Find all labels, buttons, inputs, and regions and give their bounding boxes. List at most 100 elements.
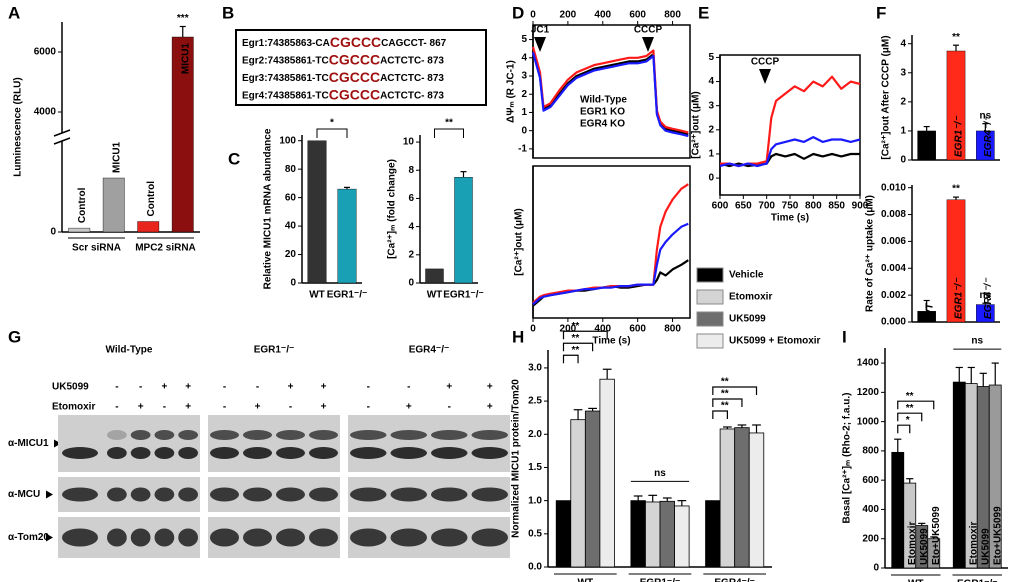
treatment-sign: + — [161, 382, 167, 393]
treatment-sign: - — [367, 382, 370, 393]
bracket — [562, 354, 579, 364]
blot-band — [431, 487, 468, 502]
plot-frame — [719, 54, 861, 196]
x-tick-label: 600 — [629, 324, 646, 335]
blot-band — [107, 528, 127, 547]
blot-background — [208, 415, 340, 472]
blot-band — [243, 447, 272, 459]
blot-band — [390, 528, 427, 547]
y-tick-label: 3 — [900, 67, 906, 78]
x-tick-label: 600 — [629, 10, 646, 21]
sequence-suffix: CAGCCT- 867 — [381, 38, 446, 49]
bar-label: Control — [146, 181, 157, 217]
x-tick-label: 800 — [805, 201, 822, 212]
y-tick-label: 2.5 — [528, 396, 542, 407]
bar-label: Control — [77, 187, 88, 223]
legend-swatch — [696, 289, 724, 305]
significance: ns — [654, 468, 666, 479]
blot-band — [309, 430, 338, 440]
bar — [645, 501, 661, 568]
blot-band — [243, 487, 272, 502]
bar-label: Vehicle — [895, 530, 906, 565]
y-tick-label: 0 — [708, 173, 714, 184]
panel-letter: D — [512, 3, 524, 22]
bar-label: Eto+UK5099 — [992, 506, 1003, 565]
significance: ** — [906, 391, 914, 402]
y-tick-label: 4 — [521, 52, 527, 63]
sequence-line: Egr1:74385863-CACGCCCCAGCCT- 867 — [242, 34, 447, 50]
treatment-sign: - — [223, 402, 226, 413]
x-tick-label: WT — [427, 290, 443, 301]
x-tick-label: 650 — [735, 201, 752, 212]
legend-label: EGR1 KO — [580, 107, 625, 118]
blot-band — [210, 528, 239, 547]
annotation: JC1 — [531, 25, 550, 36]
significance: * — [906, 415, 910, 426]
y-tick-label: 0 — [900, 155, 906, 166]
panel-letter: I — [842, 327, 847, 346]
y-tick-label: 0.006 — [881, 236, 906, 247]
blot-band — [154, 487, 175, 502]
treatment-sign: - — [367, 402, 370, 413]
group-label: EGR1⁻/⁻ — [957, 579, 998, 582]
x-tick-label: 200 — [560, 10, 577, 21]
y-tick-label: 0 — [290, 278, 296, 289]
bar — [68, 227, 91, 233]
bracket — [712, 386, 758, 395]
y-tick-label: 200 — [862, 533, 879, 544]
blot-band — [276, 447, 305, 459]
blot-band — [309, 487, 338, 502]
bracket — [712, 410, 728, 419]
blot-band — [210, 430, 239, 440]
bar — [599, 378, 615, 568]
axis-break-gap — [54, 133, 70, 141]
blot-band — [130, 447, 151, 459]
y-tick-label: 3 — [708, 100, 714, 111]
y-tick-label: -1 — [518, 144, 527, 155]
x-tick-label: 400 — [594, 324, 611, 335]
significance: ** — [721, 401, 729, 412]
blot-band — [350, 447, 387, 459]
y-tick-label: 3.0 — [528, 363, 542, 374]
blot-band — [350, 528, 387, 547]
y-axis-label: Luminescence (RLU) — [13, 77, 24, 176]
antibody-arrow — [46, 533, 53, 542]
blot-band — [154, 447, 175, 459]
data-line — [720, 75, 861, 168]
sequence-suffix: ACTCTC- 873 — [380, 73, 444, 84]
y-tick-label: 0.002 — [881, 290, 906, 301]
y-tick-label: 2 — [900, 97, 906, 108]
blot-band — [309, 447, 338, 459]
bar-label: EGR4⁻/⁻ — [983, 277, 994, 319]
significance: ** — [721, 377, 729, 388]
bracket — [562, 342, 594, 352]
sequence-box — [235, 29, 487, 106]
annotation: CCCP — [751, 57, 780, 68]
blot-background — [58, 415, 200, 472]
data-line — [532, 222, 689, 306]
sequence-suffix: ACTCTC- 873 — [380, 55, 444, 66]
data-line — [531, 46, 689, 134]
y-tick-label: 2 — [708, 124, 714, 135]
y-tick-label: 800 — [862, 446, 879, 457]
bracket — [562, 330, 608, 340]
bar-label: MICU1 — [111, 141, 122, 173]
bar — [584, 410, 601, 568]
y-tick-label: 80 — [285, 164, 297, 175]
treatment-sign: - — [289, 402, 292, 413]
y-axis-label: ΔΨₘ (R JC-1) — [506, 60, 517, 123]
antibody-arrow — [46, 490, 53, 499]
x-axis-label: Time (s) — [592, 336, 630, 347]
bar-label: EGR4⁻/⁻ — [983, 115, 994, 157]
blot-band — [178, 430, 198, 440]
y-tick-label: 1400 — [857, 358, 880, 369]
y-tick-label: 400 — [862, 504, 879, 515]
treatment-sign: + — [487, 382, 493, 393]
blot-background — [348, 415, 510, 472]
bar-label: Etomoxir — [968, 522, 979, 565]
treatment-sign: - — [223, 382, 226, 393]
data-line — [531, 50, 689, 136]
bar — [425, 268, 444, 284]
blot-band — [350, 430, 387, 440]
x-tick-label: EGR1⁻/⁻ — [443, 290, 484, 301]
